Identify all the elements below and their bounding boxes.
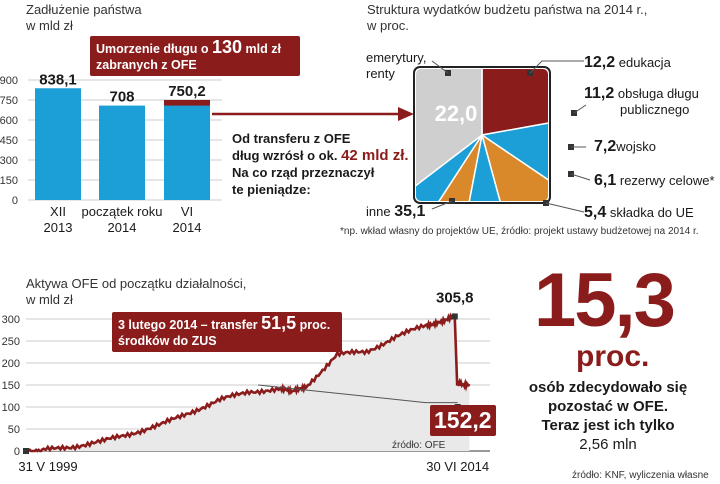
pie-label-inne: inne 35,1 [366, 203, 426, 220]
pie-slices [416, 69, 548, 201]
pie-leader-line [431, 60, 449, 74]
x-tick-label: 2014 [173, 220, 202, 235]
ofe-start-marker [23, 448, 29, 454]
y-tick-label: 600 [0, 115, 18, 127]
pie-label-wojsko: 7,2wojsko [594, 138, 656, 155]
ofe-line-chart: 0 50 100 150 200 250 300 305,8 31 V 1999 30 VI 20… [2, 289, 490, 474]
pie-slice-4 [423, 134, 483, 201]
pie-label-edukacja: 12,2 edukacja [584, 54, 671, 71]
y-tick-label: 250 [2, 336, 20, 348]
spend-footnote: *np. wkład własny do projektów UE, źródł… [340, 226, 699, 237]
y-tick-label: 0 [12, 195, 18, 207]
pie-leader-line [431, 200, 453, 210]
bar-0 [35, 88, 81, 200]
pie-slice-3 [461, 134, 511, 201]
ofe-peak-label: 305,8 [436, 289, 474, 306]
pie-slice-6 [416, 69, 483, 201]
bar-value-label: 838,1 [39, 71, 77, 88]
pie-leader-line [573, 104, 587, 114]
x-tick-label: 31 V 1999 [18, 459, 77, 474]
y-tick-label: 300 [0, 155, 18, 167]
y-tick-label: 50 [8, 424, 20, 436]
pie-slice-2 [480, 133, 548, 201]
ofe-end-value: 152,2 [430, 405, 496, 436]
bar-highlight [164, 99, 210, 106]
debt-note-amount: 42 mld zł. [341, 147, 409, 164]
pie-frame [413, 66, 551, 204]
pie-slice-5 [416, 134, 483, 201]
pie-slice-1 [480, 115, 548, 196]
bar-1 [99, 105, 145, 200]
y-tick-label: 0 [14, 446, 20, 458]
ofe-chart-title: Aktywa OFE od początku działalności, w m… [26, 276, 247, 307]
pie-label-emerytury: emerytury, renty [366, 50, 427, 81]
pie-leader-line [529, 60, 584, 74]
bar-value-label: 708 [109, 89, 134, 106]
x-tick-label: XII [50, 204, 66, 219]
y-tick-label: 200 [2, 358, 20, 370]
bar-2 [164, 99, 210, 200]
x-tick-label: VI [181, 204, 193, 219]
ofe-area [26, 315, 470, 451]
pie-slice-value-emerytury: 22,0 [435, 101, 478, 126]
pie-label-skladka: 5,4 składka do UE [584, 204, 694, 221]
stat-big-number: 15,3 [534, 258, 676, 343]
stat-description: osób zdecydowało się pozostać w OFE. Ter… [528, 379, 688, 453]
spend-pie-chart: 22,0 [413, 60, 591, 213]
x-tick-label: 2013 [44, 220, 73, 235]
ofe-callout: 3 lutego 2014 – transfer 51,5 proc. środ… [112, 312, 342, 352]
x-tick-label: początek roku [82, 204, 163, 219]
x-tick-label: 2014 [108, 220, 137, 235]
ofe-line [25, 312, 471, 453]
y-tick-label: 300 [2, 314, 20, 326]
x-tick-label: 30 VI 2014 [426, 459, 489, 474]
bar-value-label: 750,2 [168, 83, 206, 100]
ofe-callout-leader [257, 384, 458, 404]
pie-label-obsluga: 11,2 obsługa długu publicznego [584, 85, 699, 118]
stat-unit: proc. [576, 340, 650, 373]
y-tick-label: 150 [0, 175, 18, 187]
debt-note: Od transferu z OFE dług wzrósł o ok. 42 … [232, 131, 409, 197]
y-tick-label: 750 [0, 95, 18, 107]
global-source: źródło: KNF, wyliczenia własne [572, 470, 709, 481]
pie-leader-line [545, 202, 585, 213]
y-tick-label: 100 [2, 402, 20, 414]
spend-chart-title: Struktura wydatków budżetu państwa na 20… [367, 2, 648, 33]
pie-label-rezerwy: 6,1 rezerwy celowe* [594, 172, 715, 189]
y-tick-label: 150 [2, 380, 20, 392]
ofe-source: źródło: OFE [392, 440, 446, 451]
debt-callout: Umorzenie długu o 130 mld zł zabranych z… [90, 36, 300, 76]
y-tick-label: 900 [0, 75, 18, 87]
debt-chart-title: Zadłużenie państwa w mld zł [26, 2, 142, 33]
pie-slice-0 [481, 69, 548, 136]
ofe-peak-marker [451, 313, 458, 320]
arrow-to-pie [212, 107, 414, 121]
y-tick-label: 450 [0, 135, 18, 147]
pie-leader-line [570, 173, 591, 181]
